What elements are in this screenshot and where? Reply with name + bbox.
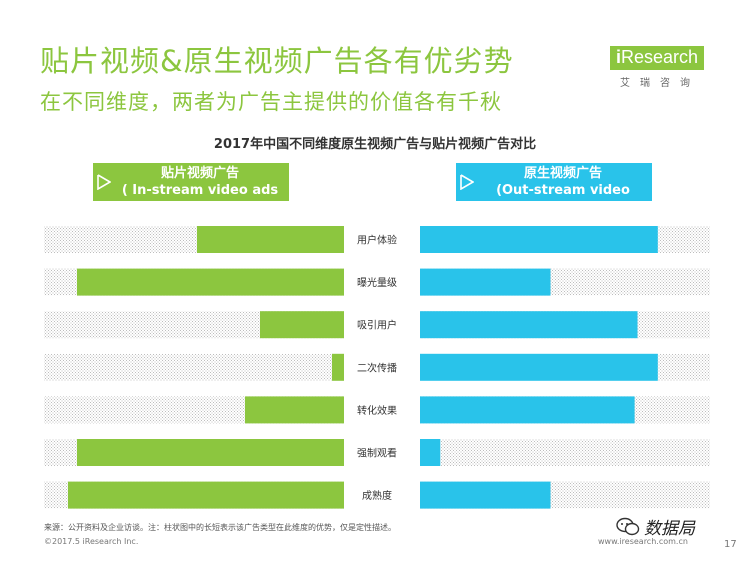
bar-out-stream — [420, 439, 441, 466]
logo-i: i — [616, 47, 622, 67]
legend-out-stream: 原生视频广告 (Out-stream video ads) — [456, 163, 652, 215]
bar-in-stream — [77, 439, 344, 466]
bar-in-stream — [197, 226, 344, 253]
bar-out-stream — [420, 311, 638, 339]
category-label: 二次传播 — [357, 361, 397, 374]
category-label: 成熟度 — [362, 489, 392, 502]
chart-title: 2017年中国不同维度原生视频广告与贴片视频广告对比 — [213, 137, 537, 152]
bar-out-stream — [420, 268, 551, 296]
page-number: 17 — [724, 539, 737, 550]
category-label: 用户体验 — [357, 234, 397, 247]
bar-out-stream — [420, 353, 658, 381]
bar-out-stream — [420, 226, 658, 253]
bar-track-right — [420, 439, 710, 466]
page-subtitle: 在不同维度，两者为广告主提供的价值各有千秋 — [40, 90, 502, 114]
bar-in-stream — [77, 268, 344, 296]
play-icon — [97, 174, 111, 190]
bar-out-stream — [420, 481, 551, 509]
legend-in-stream-line2: ( In-stream video ads ) — [121, 183, 279, 215]
bar-in-stream — [245, 396, 344, 424]
website-url: www.iresearch.com.cn — [598, 537, 688, 546]
legend-in-stream: 贴片视频广告 ( In-stream video ads ) — [93, 163, 289, 215]
source-note: 来源：公开资料及企业访谈。注：柱状图中的长短表示该广告类型在此维度的优势，仅是定… — [44, 523, 396, 532]
bar-in-stream — [332, 353, 344, 381]
bar-in-stream — [260, 311, 344, 339]
category-label: 转化效果 — [357, 404, 397, 417]
wechat-icon — [616, 517, 640, 536]
page-title: 贴片视频&原生视频广告各有优劣势 — [40, 44, 514, 78]
category-label: 强制观看 — [357, 447, 397, 460]
logo-mark: iResearch — [610, 46, 705, 70]
play-icon — [460, 174, 474, 190]
category-label: 曝光量级 — [357, 276, 397, 289]
bar-out-stream — [420, 396, 635, 424]
bar-track-left — [44, 353, 344, 381]
wechat-account: 数据局 — [644, 519, 695, 539]
legend-in-stream-line1: 贴片视频广告 — [160, 166, 239, 181]
legend-out-stream-line1: 原生视频广告 — [523, 166, 602, 181]
legend-out-stream-line2: (Out-stream video ads) — [496, 183, 630, 215]
bar-in-stream — [68, 481, 344, 509]
logo-subtitle: 艾瑞咨询 — [620, 78, 700, 89]
iresearch-logo: iResearch 艾瑞咨询 — [606, 40, 716, 90]
copyright: ©2017.5 iResearch Inc. — [44, 537, 139, 546]
category-label: 吸引用户 — [357, 319, 397, 332]
logo-text: Research — [621, 47, 699, 67]
